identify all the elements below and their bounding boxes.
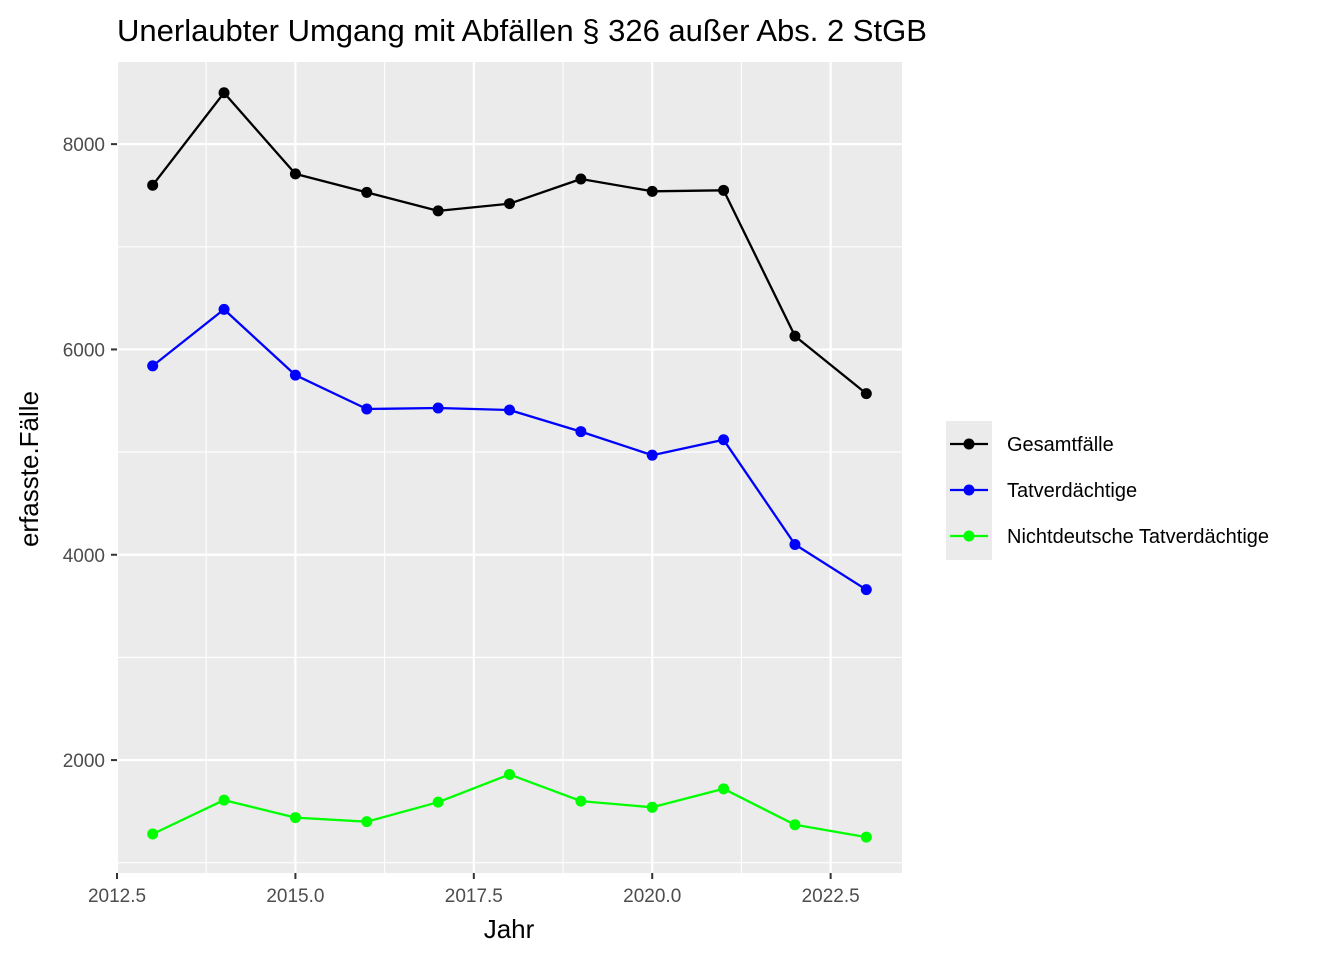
data-point: [575, 173, 587, 185]
legend-key-point: [963, 530, 975, 542]
data-point: [361, 403, 373, 415]
data-point: [289, 369, 301, 381]
data-point: [575, 795, 587, 807]
x-tick-label: 2020.0: [623, 886, 681, 907]
legend: Gesamtfälle Tatverdächtige Nichtdeutsche T…: [946, 421, 1269, 560]
data-point: [147, 360, 159, 372]
legend-label: Nichtdeutsche Tatverdächtige: [1007, 526, 1269, 548]
plot-background: [117, 62, 902, 873]
x-tick-label: 2015.0: [266, 886, 324, 907]
data-point: [218, 87, 230, 99]
chart-title: Unerlaubter Umgang mit Abfällen § 326 au…: [117, 13, 927, 48]
data-point: [575, 426, 587, 438]
data-point: [860, 831, 872, 843]
data-point: [860, 388, 872, 400]
data-point: [504, 768, 515, 780]
data-point: [504, 198, 515, 210]
legend-label: Gesamtfälle: [1007, 434, 1114, 456]
data-point: [147, 179, 159, 191]
data-point: [789, 819, 801, 831]
data-point: [718, 434, 730, 446]
plot-area: 2012.5 2015.0 2017.5 2020.0 2022.5 2000 4000 60…: [63, 62, 902, 907]
data-point: [147, 828, 159, 840]
x-axis-title: Jahr: [484, 914, 535, 944]
data-point: [718, 184, 730, 196]
legend-key-point: [963, 484, 975, 496]
data-point: [289, 168, 301, 180]
legend-label: Tatverdächtige: [1007, 480, 1137, 502]
data-point: [432, 402, 444, 414]
data-point: [218, 794, 230, 806]
data-point: [218, 303, 230, 315]
data-point: [361, 816, 373, 828]
data-point: [718, 783, 730, 795]
legend-key-point: [963, 438, 975, 450]
y-tick-label: 8000: [63, 135, 105, 156]
data-point: [646, 801, 658, 813]
data-point: [504, 404, 515, 416]
data-point: [789, 330, 801, 342]
data-point: [289, 812, 301, 824]
data-point: [361, 186, 373, 198]
y-tick-label: 2000: [63, 751, 105, 772]
x-tick-label: 2012.5: [88, 886, 146, 907]
data-point: [860, 584, 872, 596]
data-point: [432, 205, 444, 217]
data-point: [646, 449, 658, 461]
y-tick-label: 6000: [63, 340, 105, 361]
data-point: [789, 538, 801, 550]
y-tick-label: 4000: [63, 546, 105, 567]
x-tick-label: 2017.5: [445, 886, 503, 907]
data-point: [646, 185, 658, 197]
data-point: [432, 796, 444, 808]
y-axis-title: erfasste.Fälle: [14, 391, 44, 547]
x-tick-label: 2022.5: [802, 886, 860, 907]
